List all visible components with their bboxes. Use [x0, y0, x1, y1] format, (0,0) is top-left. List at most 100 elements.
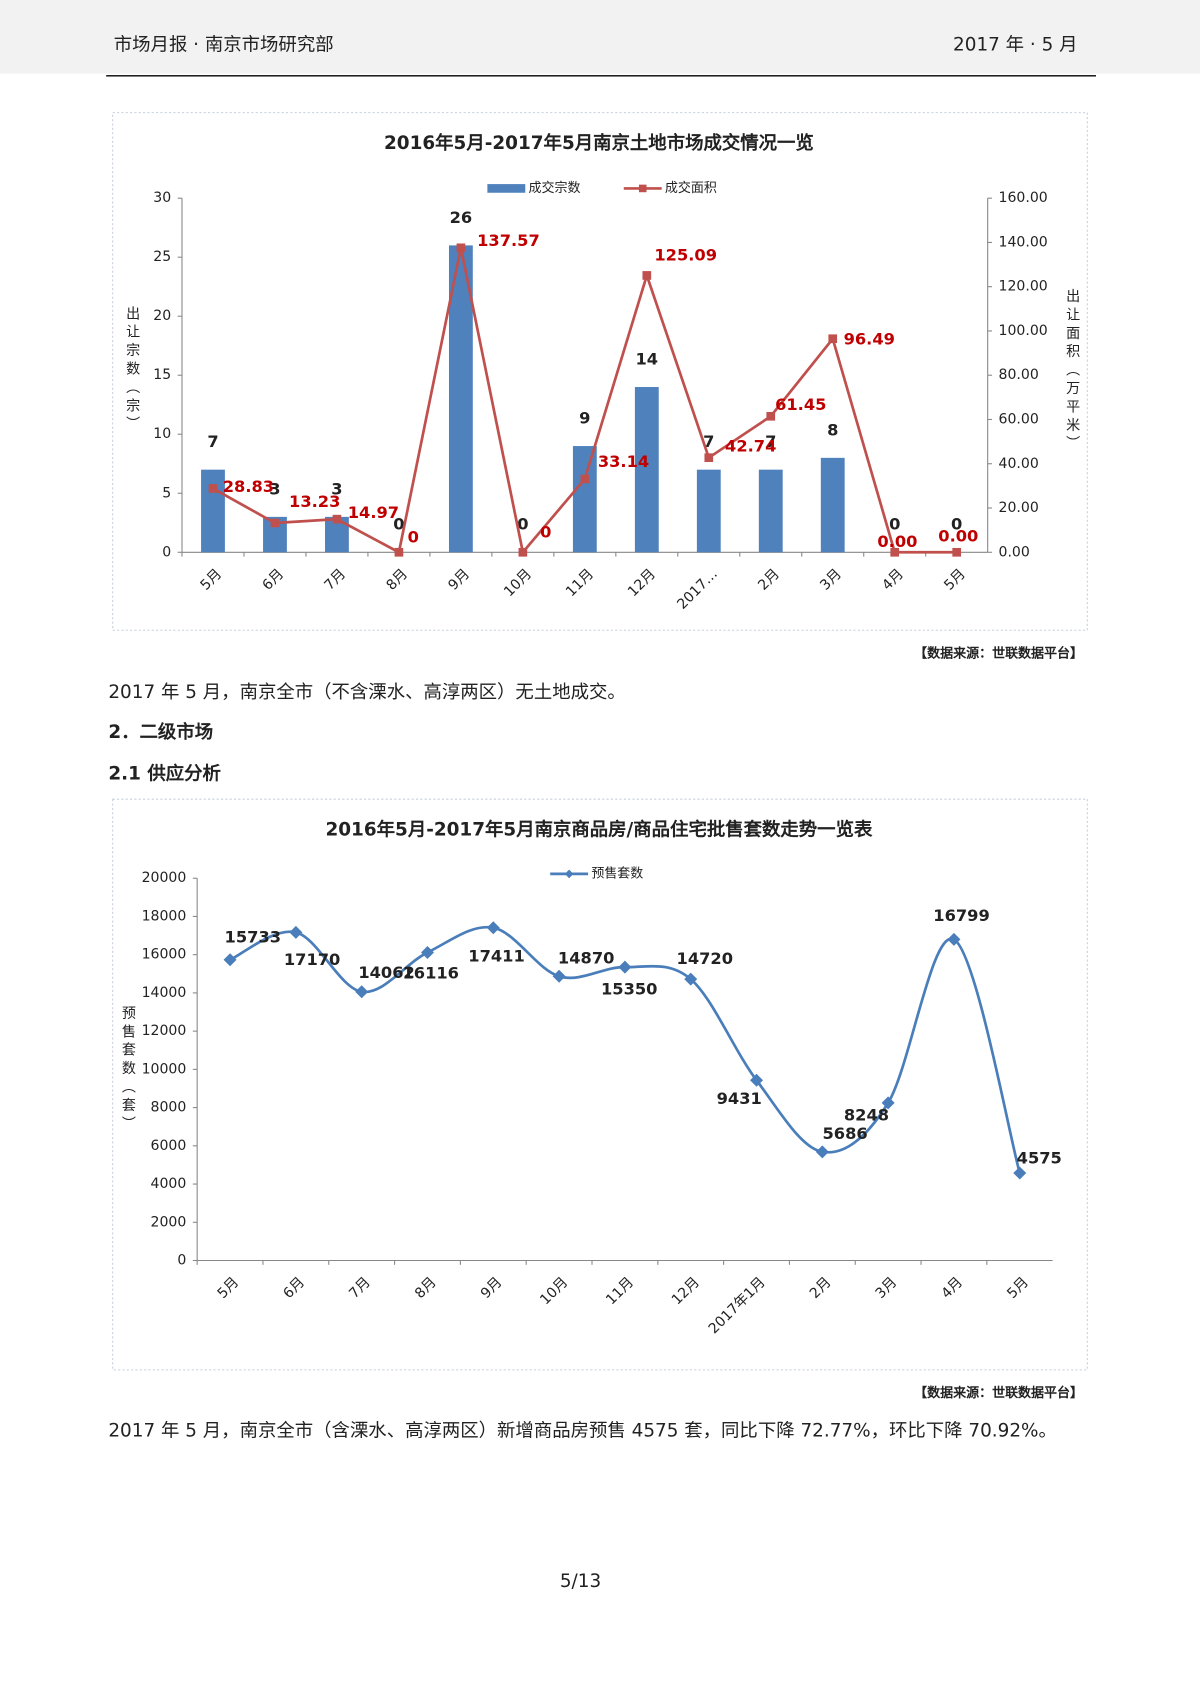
bar	[572, 446, 597, 553]
data-label: 0	[951, 515, 962, 534]
data-label: 42.74	[725, 436, 776, 455]
data-label: 8	[827, 420, 838, 439]
y-tick-label: 25	[153, 249, 171, 265]
y-tick-label: 2000	[151, 1214, 187, 1230]
marker	[355, 985, 369, 999]
legend-label: 成交面积	[665, 180, 717, 196]
marker	[618, 960, 632, 974]
data-label: 33.14	[598, 452, 649, 471]
marker	[890, 547, 900, 557]
y-tick-label: 0	[177, 1253, 186, 1269]
source-note: 【数据来源：世联数据平台】	[914, 646, 1083, 662]
y-tick-label: 6000	[151, 1138, 187, 1154]
y-tick-label: 120.00	[999, 279, 1048, 295]
y-tick-label: 15	[153, 367, 171, 383]
data-label: 7	[765, 432, 776, 451]
data-label: 8248	[844, 1105, 889, 1124]
bar	[758, 469, 783, 553]
data-label: 5686	[822, 1124, 867, 1143]
y-tick-label: 80.00	[999, 367, 1039, 383]
data-label: 14.97	[348, 503, 399, 522]
legend-swatch	[487, 184, 526, 193]
data-label: 28.83	[223, 477, 274, 496]
data-label: 61.45	[775, 395, 826, 414]
legend-marker	[638, 184, 647, 193]
data-label: 17170	[284, 950, 340, 969]
bar	[325, 516, 349, 553]
y-tick-label: 0	[162, 544, 171, 560]
marker	[420, 945, 434, 959]
data-label: 0	[889, 515, 900, 534]
y-tick-label: 10	[153, 426, 171, 442]
chart-frame	[112, 798, 1088, 1371]
data-label: 0	[393, 515, 404, 534]
chart-title: 2016年5月-2017年5月南京商品房/商品住宅批售套数走势一览表	[325, 819, 873, 841]
marker	[684, 972, 698, 986]
data-label: 14	[636, 349, 659, 368]
data-label: 9	[579, 408, 590, 427]
y-tick-label: 8000	[151, 1100, 187, 1116]
page-number: 5/13	[560, 1571, 601, 1592]
axis-title: 出让宗数（宗）	[124, 306, 140, 435]
data-label: 96.49	[844, 329, 895, 348]
y-tick-label: 100.00	[999, 323, 1048, 339]
y-tick-label: 60.00	[999, 411, 1039, 427]
marker	[952, 547, 962, 557]
marker	[766, 411, 776, 421]
marker	[1013, 1166, 1027, 1180]
axis-title: 预售套数（套）	[120, 1006, 136, 1135]
bar	[201, 469, 225, 553]
data-label: 3	[269, 479, 280, 498]
marker	[947, 932, 961, 946]
heading: 2.1 供应分析	[108, 762, 221, 784]
y-tick-label: 10000	[142, 1061, 187, 1077]
marker	[642, 271, 652, 280]
header-right: 2017 年 · 5 月	[953, 34, 1078, 55]
data-label: 14720	[677, 949, 733, 968]
y-tick-label: 30	[153, 190, 171, 206]
marker	[289, 925, 303, 939]
data-label: 125.09	[654, 245, 717, 264]
data-label: 16116	[402, 964, 458, 983]
paragraph: 2017 年 5 月，南京全市（不含溧水、高淳两区）无土地成交。	[108, 682, 625, 703]
y-tick-label: 14000	[142, 985, 187, 1001]
data-label: 26	[450, 208, 473, 227]
source-note: 【数据来源：世联数据平台】	[914, 1385, 1083, 1401]
chart-title: 2016年5月-2017年5月南京土地市场成交情况一览	[384, 132, 814, 154]
marker	[518, 547, 528, 557]
legend-label: 预售套数	[591, 865, 643, 881]
data-label: 15350	[601, 979, 657, 998]
marker	[456, 243, 466, 253]
data-label: 7	[207, 432, 218, 451]
marker	[704, 453, 714, 463]
data-label: 9431	[717, 1089, 762, 1108]
heading: 2．二级市场	[108, 721, 213, 743]
y-tick-label: 5	[162, 485, 171, 501]
y-tick-label: 0.00	[999, 544, 1030, 560]
bar	[448, 245, 473, 553]
data-label: 13.23	[289, 492, 340, 511]
y-tick-label: 20.00	[999, 500, 1039, 516]
y-tick-label: 16000	[142, 947, 187, 963]
bar	[696, 469, 721, 553]
y-tick-label: 40.00	[999, 456, 1039, 472]
data-label: 7	[703, 432, 714, 451]
bar	[820, 457, 845, 553]
data-label: 16799	[933, 906, 989, 925]
data-label: 0	[408, 528, 419, 547]
axis-title: 出让面积（万平米）	[1064, 289, 1080, 455]
data-label: 4575	[1017, 1148, 1062, 1167]
data-label: 15733	[225, 928, 281, 947]
bar	[263, 516, 287, 553]
data-label: 14062	[358, 963, 414, 982]
y-tick-label: 4000	[151, 1176, 187, 1192]
marker	[828, 334, 838, 344]
data-label: 0.00	[938, 527, 978, 546]
marker	[208, 484, 218, 493]
bar	[634, 387, 659, 553]
y-tick-label: 20000	[142, 870, 187, 886]
marker	[552, 969, 566, 983]
marker	[270, 518, 280, 528]
